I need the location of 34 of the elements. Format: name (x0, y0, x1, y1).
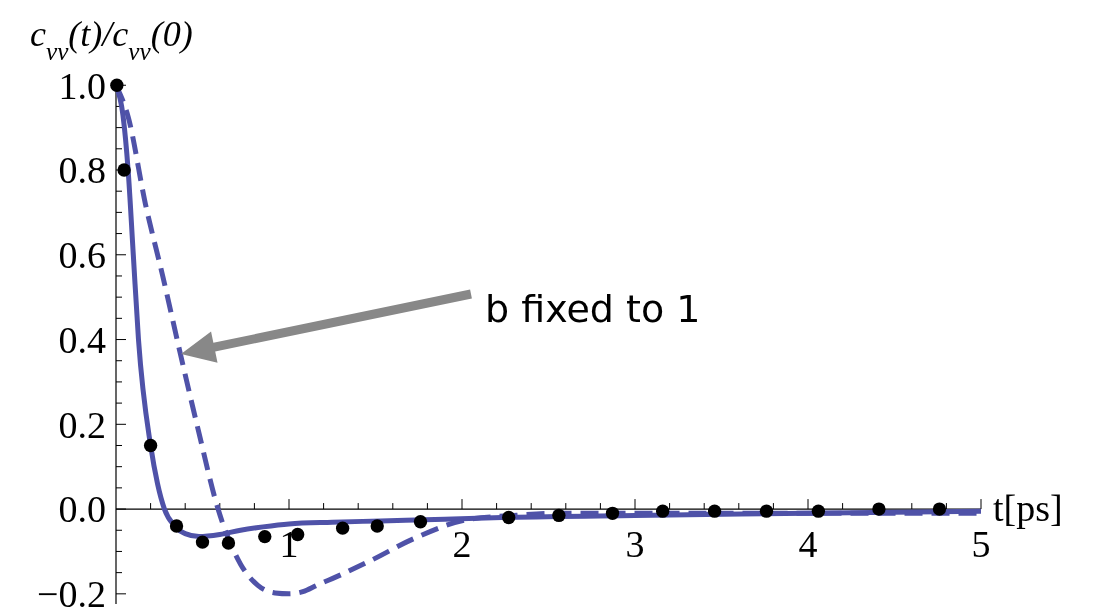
point (221, 536, 236, 550)
y-tick-label: 0.4 (58, 318, 106, 361)
x-axis-title: t[ps] (993, 487, 1063, 530)
y-tick-label: 1.0 (58, 64, 106, 107)
annotation: b fixed to 1 (485, 287, 701, 331)
x-tick-label: 4 (798, 523, 818, 566)
y-tick-label: −0.2 (37, 573, 106, 610)
y-tick-label: 0.8 (58, 149, 106, 192)
x-tick-label: 1 (279, 523, 299, 566)
point (195, 535, 210, 549)
y-tick-label: 0.0 (58, 488, 106, 531)
y-tick-label: 0.6 (58, 234, 106, 277)
x-tick-label: 5 (971, 523, 991, 566)
point (759, 504, 774, 518)
y-axis-title: c$_{vv}$(t)/c$_{vv}$(0) (30, 14, 193, 65)
point (552, 508, 566, 523)
point (335, 521, 350, 535)
point (811, 504, 826, 518)
point (370, 519, 384, 533)
point (413, 515, 428, 529)
point (605, 506, 620, 520)
point (932, 502, 947, 516)
point (143, 438, 158, 453)
x-tick-label: 2 (452, 523, 472, 566)
point (656, 504, 670, 518)
point (117, 163, 131, 177)
point (872, 502, 886, 516)
point (258, 529, 272, 544)
point (169, 519, 184, 533)
x-tick-label: 3 (625, 523, 645, 566)
point (110, 78, 124, 92)
point (707, 504, 722, 518)
point (502, 510, 516, 525)
y-tick-label: 0.2 (58, 403, 106, 446)
